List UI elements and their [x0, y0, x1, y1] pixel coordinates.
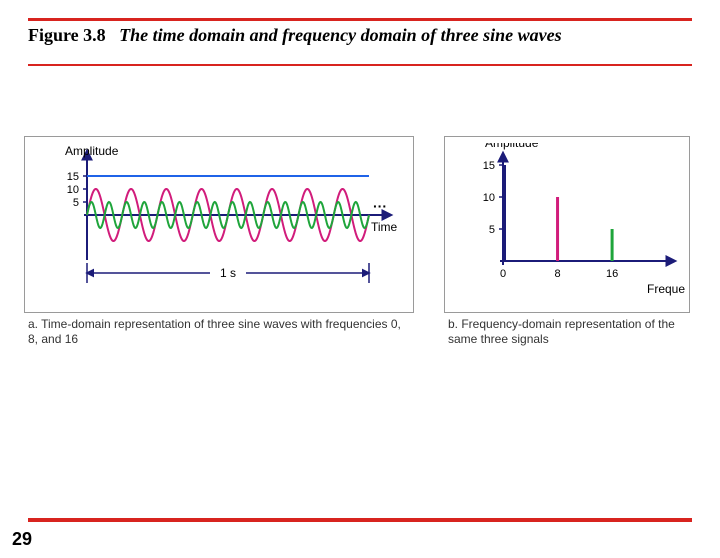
- svg-text:8: 8: [554, 268, 560, 280]
- svg-text:5: 5: [489, 224, 495, 236]
- svg-text:Amplitude: Amplitude: [65, 144, 119, 158]
- figure-title: Figure 3.8 The time domain and frequency…: [28, 25, 692, 46]
- figure-caption: The time domain and frequency domain of …: [119, 25, 562, 45]
- svg-text:15: 15: [483, 160, 495, 172]
- time-domain-svg: 15105 Amplitude Time ··· 1 s: [29, 143, 409, 303]
- time-domain-caption: a. Time-domain representation of three s…: [24, 317, 414, 347]
- svg-text:15: 15: [67, 171, 79, 183]
- figure-label: Figure 3.8: [28, 25, 106, 45]
- svg-text:5: 5: [73, 197, 79, 209]
- svg-text:10: 10: [483, 192, 495, 204]
- svg-text:16: 16: [606, 268, 618, 280]
- freq-domain-svg: 15 10 5 0 8 16 Amplitude Frequency: [449, 143, 685, 303]
- svg-text:Time: Time: [371, 220, 398, 234]
- footer-rule: [28, 518, 692, 522]
- svg-text:Frequency: Frequency: [647, 282, 685, 296]
- freq-domain-panel: 15 10 5 0 8 16 Amplitude Frequency b. Frequency…: [444, 136, 696, 347]
- svg-text:Amplitude: Amplitude: [485, 143, 539, 150]
- svg-text:1 s: 1 s: [220, 266, 236, 280]
- freq-domain-chart: 15 10 5 0 8 16 Amplitude Frequency: [444, 136, 690, 313]
- time-domain-chart: 15105 Amplitude Time ··· 1 s: [24, 136, 414, 313]
- header-rule-top: [28, 18, 692, 21]
- time-domain-panel: 15105 Amplitude Time ··· 1 s a. Time-domain …: [24, 136, 414, 347]
- svg-text:···: ···: [373, 198, 387, 214]
- svg-text:10: 10: [67, 184, 79, 196]
- svg-text:0: 0: [500, 268, 506, 280]
- freq-domain-caption: b. Frequency-domain representation of th…: [444, 317, 696, 347]
